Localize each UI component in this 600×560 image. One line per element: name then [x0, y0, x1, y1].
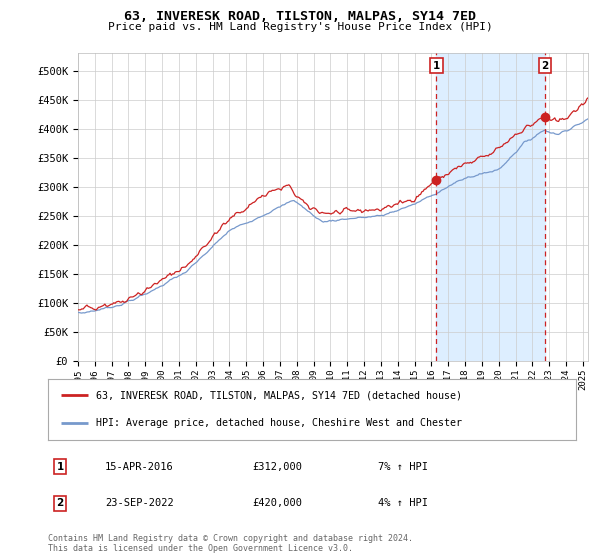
Text: 1: 1 [433, 60, 440, 71]
Text: 4% ↑ HPI: 4% ↑ HPI [378, 498, 428, 508]
Text: Price paid vs. HM Land Registry's House Price Index (HPI): Price paid vs. HM Land Registry's House … [107, 22, 493, 32]
Text: HPI: Average price, detached house, Cheshire West and Chester: HPI: Average price, detached house, Ches… [95, 418, 461, 428]
Text: Contains HM Land Registry data © Crown copyright and database right 2024.
This d: Contains HM Land Registry data © Crown c… [48, 534, 413, 553]
Text: 63, INVERESK ROAD, TILSTON, MALPAS, SY14 7ED (detached house): 63, INVERESK ROAD, TILSTON, MALPAS, SY14… [95, 390, 461, 400]
Text: 15-APR-2016: 15-APR-2016 [105, 462, 174, 472]
Text: 63, INVERESK ROAD, TILSTON, MALPAS, SY14 7ED: 63, INVERESK ROAD, TILSTON, MALPAS, SY14… [124, 10, 476, 23]
Text: £420,000: £420,000 [252, 498, 302, 508]
Bar [436, 53, 545, 361]
Text: £312,000: £312,000 [252, 462, 302, 472]
Text: 23-SEP-2022: 23-SEP-2022 [105, 498, 174, 508]
Text: 7% ↑ HPI: 7% ↑ HPI [378, 462, 428, 472]
Text: 1: 1 [56, 462, 64, 472]
Text: 2: 2 [56, 498, 64, 508]
Text: 2: 2 [541, 60, 548, 71]
